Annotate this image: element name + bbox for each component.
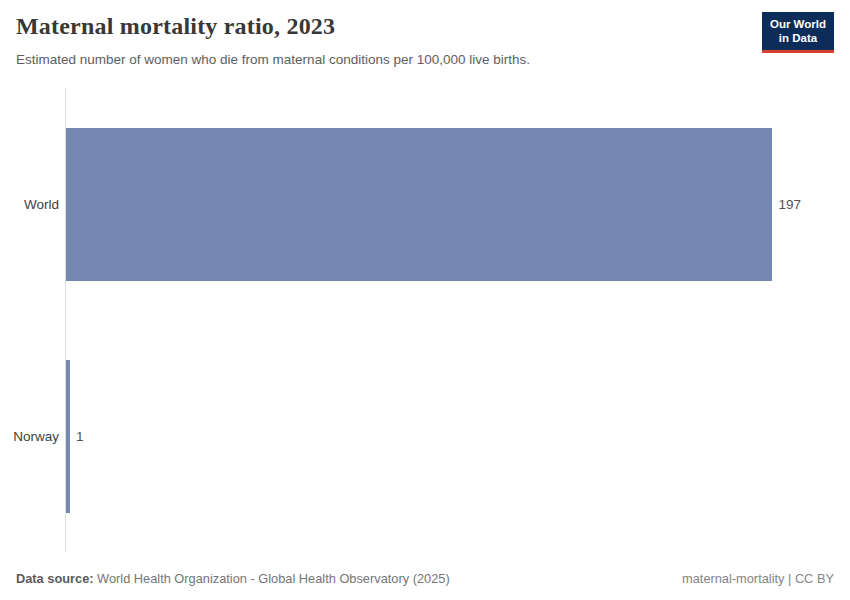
value-label-world: 197 [778, 197, 801, 212]
chart-title: Maternal mortality ratio, 2023 [16, 13, 335, 40]
owid-logo[interactable]: Our World in Data [762, 12, 834, 53]
bar-world[interactable] [66, 128, 772, 281]
data-source-value: World Health Organization - Global Healt… [94, 571, 450, 586]
chart-frame: Maternal mortality ratio, 2023 Estimated… [0, 0, 850, 600]
owid-logo-line1: Our World [770, 17, 826, 31]
owid-logo-line2: in Data [770, 31, 826, 45]
bar-row-world: World 197 [0, 88, 850, 320]
chart-subtitle: Estimated number of women who die from m… [16, 52, 530, 67]
bar-norway[interactable] [66, 360, 70, 513]
data-source-label: Data source: [16, 571, 94, 586]
value-label-norway: 1 [76, 429, 84, 444]
data-source: Data source: World Health Organization -… [16, 571, 450, 586]
plot-area: World 197 Norway 1 [0, 88, 850, 552]
bar-track-world: 197 [66, 128, 801, 281]
bar-track-norway: 1 [66, 360, 801, 513]
category-label-world: World [0, 197, 59, 212]
license-note: maternal-mortality | CC BY [682, 571, 834, 586]
chart-footer: Data source: World Health Organization -… [16, 571, 834, 586]
bar-row-norway: Norway 1 [0, 320, 850, 552]
category-label-norway: Norway [0, 429, 59, 444]
